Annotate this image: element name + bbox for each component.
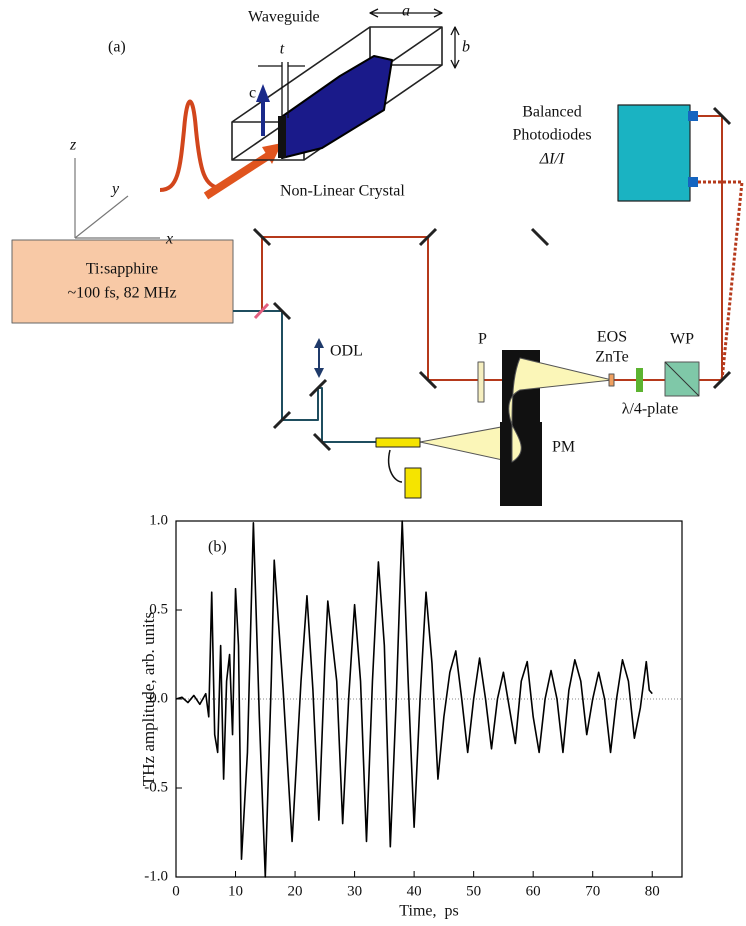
znte-crystal <box>609 374 614 386</box>
pump-beam <box>206 156 268 196</box>
setup-diagram <box>12 9 742 506</box>
polarizer <box>478 362 484 402</box>
dim-label: a <box>402 3 410 20</box>
c-axis-arrowhead <box>256 84 270 102</box>
polarizer-label: P <box>478 331 487 348</box>
odl-label: ODL <box>330 343 363 360</box>
plate-label: λ/4-plate <box>622 401 679 418</box>
photodiode <box>688 111 698 121</box>
y-axis <box>75 196 128 238</box>
probe-beam-reflected <box>698 182 742 380</box>
waveguide-label: Waveguide <box>248 9 320 26</box>
waveguide-mount <box>405 468 421 498</box>
laser-label: Ti:sapphire <box>86 261 158 278</box>
coordinate-axes <box>75 158 160 238</box>
mount-arrow <box>389 450 402 482</box>
axis-label: z <box>69 137 77 154</box>
photodiode <box>688 177 698 187</box>
figure: (a) Waveguide a b t c z y x Non-Linear C… <box>0 0 746 926</box>
x-tick-label: 30 <box>347 883 362 899</box>
y-tick-label: 1.0 <box>149 512 168 528</box>
parabolic-mirror <box>500 422 542 506</box>
pm-label: PM <box>552 439 575 456</box>
axis-label: y <box>110 181 120 198</box>
c-axis-label: c <box>249 85 256 102</box>
detector-label: Balanced <box>522 104 582 121</box>
x-axis-label: Time, ps <box>399 903 458 920</box>
thz-cone <box>420 425 512 462</box>
axis-label: x <box>165 231 173 248</box>
crystal-label: Non-Linear Crystal <box>280 183 405 200</box>
x-tick-label: 10 <box>228 883 243 899</box>
panel-label: (a) <box>108 39 126 56</box>
y-axis-label: THz amplitude, arb. units <box>139 612 158 786</box>
panel-label: (b) <box>208 539 227 556</box>
page: {"diagram": {"panel_label": "(a)", "wave… <box>0 0 746 926</box>
x-tick-label: 80 <box>645 883 660 899</box>
x-tick-label: 20 <box>288 883 303 899</box>
dim-label: t <box>280 41 285 58</box>
pulse-shape <box>160 102 222 191</box>
pump-path <box>233 311 378 442</box>
x-tick-label: 60 <box>526 883 541 899</box>
emitter <box>376 438 420 447</box>
laser-box <box>12 240 233 323</box>
x-tick-label: 40 <box>407 883 422 899</box>
waveform <box>176 521 652 877</box>
x-tick-label: 70 <box>585 883 600 899</box>
detector-box <box>618 105 690 201</box>
eos-label: EOS <box>597 329 627 346</box>
x-tick-label: 0 <box>172 883 180 899</box>
x-tick-label: 50 <box>466 883 481 899</box>
crystal <box>280 56 392 158</box>
y-tick-label: -1.0 <box>144 868 168 884</box>
laser-label: ~100 fs, 82 MHz <box>67 285 176 302</box>
crystal-face <box>278 116 286 158</box>
detector-label: Photodiodes <box>512 127 591 144</box>
eos-label: ZnTe <box>595 349 629 366</box>
wp-label: WP <box>670 331 694 348</box>
quarter-wave-plate <box>636 368 643 392</box>
detector-label: ΔI/I <box>539 151 565 168</box>
dim-label: b <box>462 39 470 56</box>
